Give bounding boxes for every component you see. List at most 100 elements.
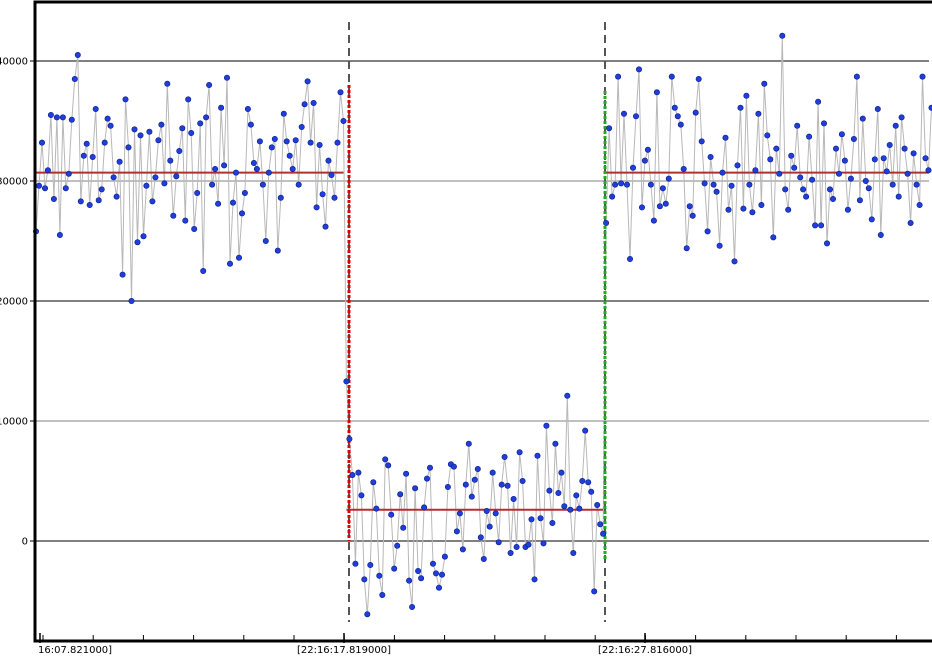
data-point — [71, 76, 78, 83]
data-point — [385, 462, 392, 469]
data-point — [280, 110, 287, 117]
data-point — [125, 144, 132, 151]
data-point — [829, 196, 836, 203]
data-point — [319, 191, 326, 198]
data-point — [92, 106, 99, 113]
data-point — [403, 470, 410, 477]
data-point — [406, 577, 413, 584]
data-point — [809, 176, 816, 183]
data-point — [301, 101, 308, 108]
data-point — [853, 73, 860, 80]
data-point — [815, 98, 822, 105]
data-point — [612, 181, 619, 188]
x-axis: 16:07.821000] [22:16:17.819000] [22:16:27.… — [38, 633, 897, 656]
data-point — [498, 481, 505, 488]
data-point — [400, 524, 407, 531]
data-point — [277, 194, 284, 201]
data-point — [426, 464, 433, 471]
data-point — [304, 78, 311, 85]
data-point — [812, 222, 819, 229]
data-point — [689, 212, 696, 219]
data-point — [432, 570, 439, 577]
data-point — [224, 74, 231, 81]
data-point — [233, 169, 240, 176]
data-point — [444, 483, 451, 490]
data-point — [525, 541, 532, 548]
data-point — [773, 145, 780, 152]
data-point — [262, 238, 269, 245]
data-point — [719, 169, 726, 176]
data-point — [194, 190, 201, 197]
data-point — [80, 152, 87, 159]
data-point — [370, 479, 377, 486]
data-point — [310, 100, 317, 107]
data-point — [131, 126, 138, 133]
data-point — [134, 239, 141, 246]
data-point — [244, 106, 251, 113]
data-point — [674, 113, 681, 120]
data-point — [671, 104, 678, 111]
data-point — [340, 118, 347, 125]
data-point — [558, 469, 565, 476]
data-point — [615, 73, 622, 80]
data-point — [591, 588, 598, 595]
data-point — [889, 181, 896, 188]
data-point — [543, 422, 550, 429]
mean-lines — [34, 171, 929, 511]
data-point — [239, 210, 246, 217]
data-point — [555, 489, 562, 496]
data-point — [540, 540, 547, 547]
data-point — [647, 181, 654, 188]
data-point — [776, 170, 783, 177]
data-point — [537, 515, 544, 522]
data-point — [98, 186, 105, 193]
data-point — [397, 491, 404, 498]
data-point — [325, 157, 332, 164]
data-point — [286, 152, 293, 159]
data-point — [791, 164, 798, 171]
data-point — [68, 116, 75, 123]
data-point — [421, 504, 428, 511]
data-point — [800, 186, 807, 193]
data-point — [50, 196, 57, 203]
data-point — [585, 479, 592, 486]
y-tick-label: 10000 — [0, 417, 28, 428]
data-point — [409, 603, 416, 610]
data-point — [513, 543, 520, 550]
data-point — [665, 175, 672, 182]
data-point — [692, 109, 699, 116]
data-point — [209, 181, 216, 188]
data-point — [334, 139, 341, 146]
x-tick-label: [22:16:17.819000] — [297, 645, 391, 656]
data-point — [241, 190, 248, 197]
data-point — [516, 449, 523, 456]
data-point — [594, 501, 601, 508]
data-point — [247, 121, 254, 128]
data-point — [438, 571, 445, 578]
data-point — [489, 469, 496, 476]
data-point — [203, 114, 210, 121]
data-point — [638, 204, 645, 211]
data-point — [149, 198, 156, 205]
data-point — [152, 174, 159, 181]
step-transitions — [347, 22, 607, 622]
data-point — [737, 104, 744, 111]
data-point — [519, 477, 526, 484]
data-point — [677, 121, 684, 128]
data-point — [582, 427, 589, 434]
data-point — [230, 199, 237, 206]
data-point — [412, 485, 419, 492]
y-tick-label: 30000 — [0, 177, 28, 188]
data-point — [453, 528, 460, 535]
data-point — [510, 495, 517, 502]
data-point — [146, 128, 153, 135]
data-point — [904, 170, 911, 177]
data-point — [504, 482, 511, 489]
data-point — [650, 217, 657, 224]
data-point — [534, 452, 541, 459]
data-point — [86, 202, 93, 209]
data-point — [635, 66, 642, 73]
data-point — [200, 267, 207, 274]
data-points — [32, 32, 932, 618]
data-point — [316, 142, 323, 149]
